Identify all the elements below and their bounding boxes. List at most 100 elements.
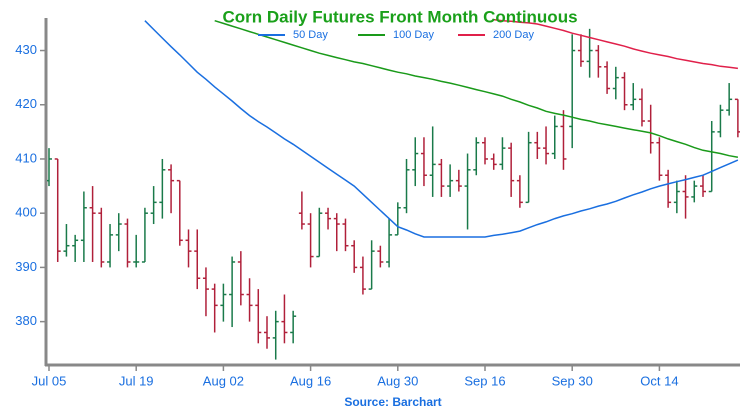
- x-tick-label: Aug 16: [290, 373, 331, 388]
- ohlc-bar: [342, 219, 348, 252]
- ohlc-bar: [151, 186, 157, 224]
- ohlc-bar: [726, 83, 732, 116]
- ohlc-bar: [465, 154, 471, 230]
- plot-area: [46, 20, 741, 360]
- ohlc-bar: [377, 246, 383, 268]
- ohlc-bar: [98, 208, 104, 268]
- ohlc-bar: [159, 159, 165, 219]
- ohlc-bar: [700, 175, 706, 197]
- ohlc-bar: [639, 88, 645, 126]
- ohlc-bar: [552, 116, 558, 159]
- ohlc-bar: [587, 29, 593, 78]
- y-tick-label: 400: [15, 205, 37, 220]
- x-tick-label: Aug 30: [377, 373, 418, 388]
- ohlc-bar: [569, 34, 575, 148]
- ohlc-bar: [526, 132, 532, 202]
- ohlc-bar: [438, 159, 444, 197]
- ohlc-bar: [421, 137, 427, 186]
- legend-label: 200 Day: [493, 29, 534, 41]
- y-tick-label: 410: [15, 150, 37, 165]
- ohlc-bar: [177, 181, 183, 246]
- legend-label: 50 Day: [293, 29, 328, 41]
- ohlc-bar: [299, 192, 305, 230]
- ohlc-bar: [63, 224, 69, 257]
- x-tick-label: Sep 30: [552, 373, 593, 388]
- ohlc-bar: [212, 284, 218, 333]
- ohlc-bar: [142, 208, 148, 262]
- ohlc-bar: [386, 219, 392, 268]
- ohlc-bar: [648, 105, 654, 154]
- ohlc-bar: [709, 121, 715, 191]
- ohlc-bar: [578, 34, 584, 67]
- ohlc-bar: [281, 295, 287, 344]
- ohlc-bar: [447, 164, 453, 197]
- ohlc-bar: [316, 208, 322, 257]
- ohlc-bar: [220, 284, 226, 322]
- chart-title: Corn Daily Futures Front Month Continuou…: [222, 7, 577, 26]
- ohlc-bar: [656, 137, 662, 180]
- ohlc-bar: [630, 83, 636, 110]
- ohlc-bar: [456, 170, 462, 192]
- ohlc-bar: [691, 181, 697, 203]
- ohlc-bar: [133, 235, 139, 268]
- ohlc-bar: [124, 219, 130, 268]
- x-tick-label: Aug 02: [203, 373, 244, 388]
- ohlc-bar: [534, 132, 540, 159]
- y-tick-label: 420: [15, 96, 37, 111]
- ohlc-bar: [273, 311, 279, 360]
- x-tick-label: Sep 16: [464, 373, 505, 388]
- ohlc-bar: [81, 192, 87, 262]
- ohlc-bar: [665, 170, 671, 208]
- source: Source: Barchart: [344, 395, 441, 409]
- y-tick-label: 430: [15, 42, 37, 57]
- x-tick-label: Oct 14: [640, 373, 678, 388]
- ohlc-bar: [369, 240, 375, 289]
- ohlc-bar: [290, 311, 296, 344]
- ohlc-bar: [604, 61, 610, 94]
- ohlc-bar: [247, 278, 253, 321]
- ohlc-bar: [543, 126, 549, 164]
- ohlc-bar: [613, 67, 619, 100]
- ohlc-bar: [168, 164, 174, 213]
- ohlc-bar: [717, 105, 723, 138]
- x-tick-label: Jul 05: [32, 373, 67, 388]
- ohlc-bar: [735, 99, 741, 137]
- ohlc-bar: [595, 45, 601, 78]
- chart: Corn Daily Futures Front Month Continuou…: [0, 0, 750, 420]
- ohlc-bar: [72, 235, 78, 262]
- ohlc-bar: [255, 289, 261, 343]
- ohlc-bar: [508, 143, 514, 197]
- ohlc-bar: [55, 159, 61, 262]
- ohlc-bar: [238, 251, 244, 305]
- ohlc-bar: [395, 202, 401, 235]
- x-tick-label: Jul 19: [119, 373, 154, 388]
- ohlc-bar: [499, 137, 505, 170]
- ohlc-bar: [622, 72, 628, 110]
- ohlc-bar: [186, 229, 192, 267]
- moving-average-line: [215, 21, 738, 158]
- ohlc-bar: [90, 186, 96, 262]
- ohlc-bar: [325, 208, 331, 230]
- ohlc-bar: [351, 240, 357, 273]
- ohlc-bar: [491, 154, 497, 170]
- ohlc-bar: [482, 137, 488, 164]
- ohlc-bar: [334, 213, 340, 251]
- ohlc-bar: [674, 181, 680, 214]
- ohlc-bar: [203, 267, 209, 316]
- y-tick-label: 380: [15, 313, 37, 328]
- ohlc-bar: [430, 126, 436, 196]
- ohlc-bar: [116, 213, 122, 251]
- ohlc-bar: [194, 229, 200, 289]
- ohlc-bar: [360, 257, 366, 295]
- ohlc-bar: [412, 137, 418, 186]
- ohlc-bar: [560, 110, 566, 170]
- ohlc-bar: [683, 175, 689, 218]
- ohlc-bar: [473, 137, 479, 175]
- ohlc-bar: [264, 316, 270, 349]
- y-tick-label: 390: [15, 259, 37, 274]
- ohlc-bar: [517, 175, 523, 208]
- ohlc-bar: [404, 159, 410, 213]
- ohlc-bar: [229, 257, 235, 327]
- moving-average-line: [494, 20, 738, 69]
- ohlc-bar: [107, 224, 113, 267]
